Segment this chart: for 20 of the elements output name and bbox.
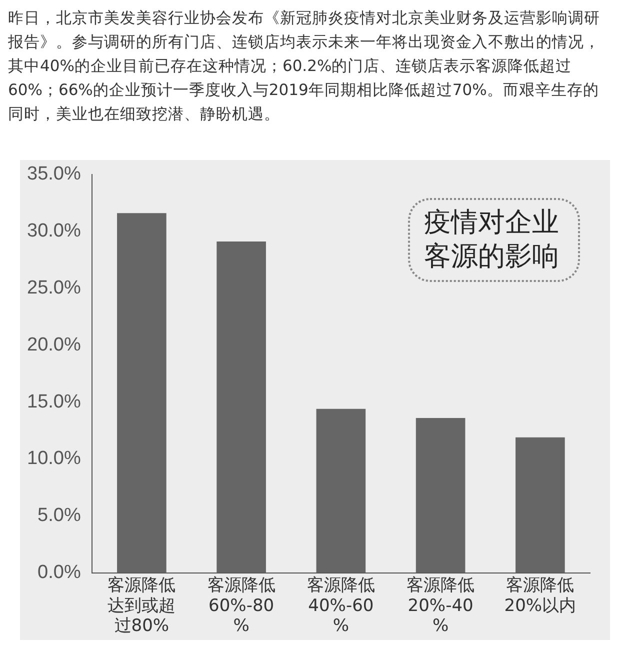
bar	[516, 437, 565, 573]
x-tick-label: 客源降低20%以内	[504, 575, 576, 616]
y-tick-label: 20.0%	[27, 334, 81, 356]
y-tick-label: 5.0%	[38, 505, 81, 526]
x-tick-label: 客源降低60%-80%	[207, 575, 276, 636]
bar	[216, 242, 266, 573]
bar	[316, 408, 366, 573]
y-tick-label: 30.0%	[27, 220, 81, 242]
y-tick-label: 25.0%	[27, 277, 81, 298]
y-tick-label: 10.0%	[27, 448, 81, 470]
bar	[416, 418, 466, 573]
y-tick-label: 0.0%	[38, 562, 81, 584]
x-tick-label: 客源降低达到或超过80%	[108, 575, 176, 636]
text: 昨日，北京市美发美容行业协会发布《新冠肺炎疫情对北京美业财务及运营影响调研报告》。参与调研的所有门店、连锁店均表示未来一年将出现资金入不敷出的情况，其中40%的企业目前已存在这种情况；60.2%的门店、连锁店表示客源降低超过60%；66%的企业预计一季度收入与2019年同期相比降低超过70%。而艰辛生存的同时，美业也在细致挖潜、静盼机遇。	[8, 8, 601, 125]
text: 疫情对企业客源的影响	[408, 198, 580, 282]
y-tick-label: 15.0%	[27, 391, 81, 412]
bar	[117, 213, 166, 573]
y-tick-label: 35.0%	[27, 164, 81, 185]
x-tick-label: 客源降低20%-40%	[406, 575, 475, 636]
x-tick-label: 客源降低40%-60%	[306, 575, 375, 636]
